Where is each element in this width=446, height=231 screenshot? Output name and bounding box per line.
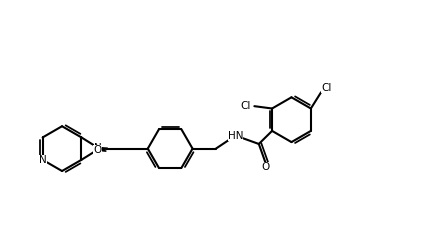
Text: O: O [93,145,102,155]
Text: Cl: Cl [241,101,251,111]
Text: N: N [94,143,101,152]
Text: HN: HN [228,131,243,140]
Text: O: O [262,162,270,172]
Text: Cl: Cl [322,82,332,92]
Text: N: N [39,155,46,165]
